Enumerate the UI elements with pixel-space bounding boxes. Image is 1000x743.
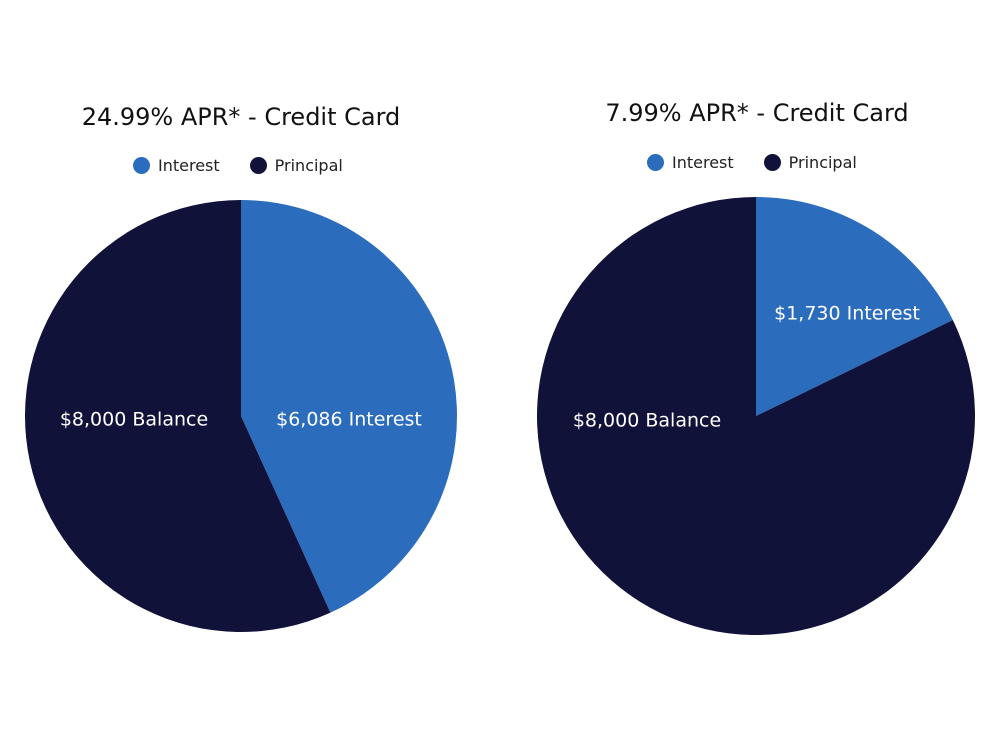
legend-swatch-principal <box>249 157 267 174</box>
pie-slice-interest <box>241 200 458 613</box>
chart-legend: Interest Principal <box>647 153 857 172</box>
pie-label-interest: $1,730 Interest <box>774 303 920 325</box>
pie-chart-high-apr: 24.99% APR* - Credit Card Interest Princ… <box>25 103 458 632</box>
pie-label-principal: $8,000 Balance <box>60 409 208 431</box>
legend-swatch-principal <box>763 154 781 171</box>
legend-item-principal: Principal <box>763 153 857 172</box>
legend-item-interest: Interest <box>647 153 734 172</box>
legend-item-interest: Interest <box>133 156 220 175</box>
legend-label-interest: Interest <box>672 153 734 172</box>
legend-label-principal: Principal <box>788 153 857 172</box>
pie-svg: $6,086 Interest $8,000 Balance <box>25 200 458 632</box>
pie-slice-interest <box>756 197 953 416</box>
pie-svg: $1,730 Interest $8,000 Balance <box>537 197 975 635</box>
legend-swatch-interest <box>647 154 664 171</box>
pie-label-interest: $6,086 Interest <box>276 409 422 431</box>
legend-item-principal: Principal <box>249 156 343 175</box>
chart-title: 7.99% APR* - Credit Card <box>605 99 909 127</box>
chart-title: 24.99% APR* - Credit Card <box>81 103 401 131</box>
pie-chart-low-apr: 7.99% APR* - Credit Card Interest Princi… <box>500 0 1000 743</box>
chart-legend: Interest Principal <box>133 156 343 175</box>
legend-label-principal: Principal <box>274 156 343 175</box>
pie-slice-principal <box>25 200 331 632</box>
pie-label-principal: $8,000 Balance <box>573 410 721 432</box>
legend-swatch-interest <box>133 157 150 174</box>
pie-slice-principal <box>537 197 975 635</box>
legend-label-interest: Interest <box>158 156 220 175</box>
